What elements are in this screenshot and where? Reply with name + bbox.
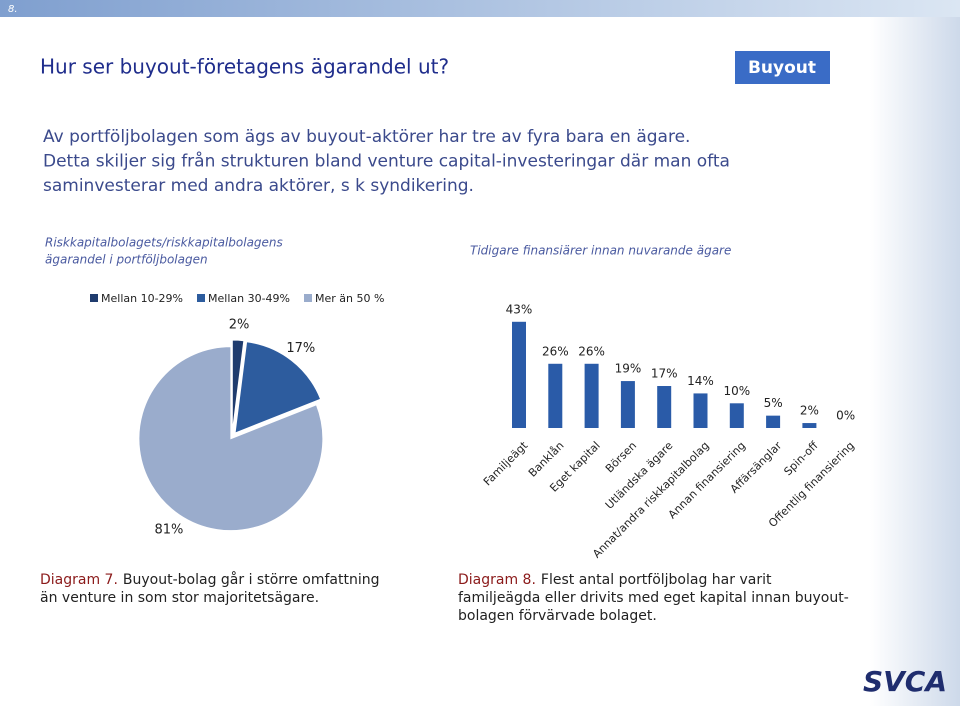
bar [766, 415, 781, 428]
pie-slice [138, 346, 324, 532]
chart-title: Riskkapitalbolagets/riskkapitalbolagens [45, 236, 283, 250]
chart-title: ägarandel i portföljbolagen [45, 253, 208, 267]
side-panel [870, 17, 960, 706]
top-bar [0, 0, 960, 17]
caption-line: Flest antal portföljbolag har varit [541, 572, 772, 588]
bar [657, 386, 672, 428]
bar-label: 2% [800, 404, 819, 418]
bar-label: 14% [687, 374, 714, 388]
bar-label: 19% [615, 362, 642, 376]
category-label: Utländska ägare [603, 439, 676, 512]
bar-label: 43% [506, 302, 533, 316]
slice-label: 2% [229, 317, 250, 332]
bar-label: 5% [764, 396, 783, 410]
category-label: Familjeägt [481, 439, 531, 489]
badge: Buyout [748, 58, 816, 78]
bar [620, 381, 635, 428]
badge-bg [735, 51, 830, 84]
bar-label: 26% [542, 344, 569, 358]
caption-line: än venture in som stor majoritetsägare. [40, 590, 319, 606]
pie-slice [231, 339, 245, 433]
category-label: Börsen [603, 439, 639, 475]
legend-swatch [197, 294, 205, 302]
bar-label: 17% [651, 367, 678, 381]
caption-line: familjeägda eller drivits med eget kapit… [458, 590, 849, 606]
legend-swatch [90, 294, 98, 302]
caption-line: bolagen förvärvade bolaget. [458, 608, 657, 624]
bar [729, 403, 744, 428]
intro-line: saminvesterar med andra aktörer, s k syn… [43, 176, 474, 196]
chart-title: Tidigare finansiärer innan nuvarande äga… [470, 244, 731, 258]
bar-label: 0% [836, 409, 855, 423]
slide-title: Hur ser buyout-företagens ägarandel ut? [40, 55, 449, 79]
bar [693, 393, 708, 428]
legend-label: Mer än 50 % [315, 292, 384, 305]
slice-label: 81% [154, 522, 183, 537]
pie-slice [234, 341, 322, 434]
bar [802, 423, 817, 428]
legend-label: Mellan 10-29% [101, 292, 183, 305]
intro-line: Av portföljbolagen som ägs av buyout-akt… [43, 127, 690, 147]
caption-label: Diagram 7. [40, 572, 118, 588]
caption-line: Buyout-bolag går i större omfattning [123, 571, 380, 588]
bar [512, 321, 526, 428]
legend-label: Mellan 30-49% [208, 292, 290, 305]
slide-number: 8. [8, 4, 18, 15]
legend-swatch [304, 294, 312, 302]
bar [584, 363, 599, 428]
logo: SVCA [863, 665, 947, 698]
intro-line: Detta skiljer sig från strukturen bland … [43, 151, 730, 172]
slice-label: 17% [286, 341, 315, 356]
caption-label: Diagram 8. [458, 572, 536, 588]
bar-label: 26% [578, 344, 605, 358]
bar-label: 10% [723, 384, 750, 398]
bar [548, 363, 563, 428]
